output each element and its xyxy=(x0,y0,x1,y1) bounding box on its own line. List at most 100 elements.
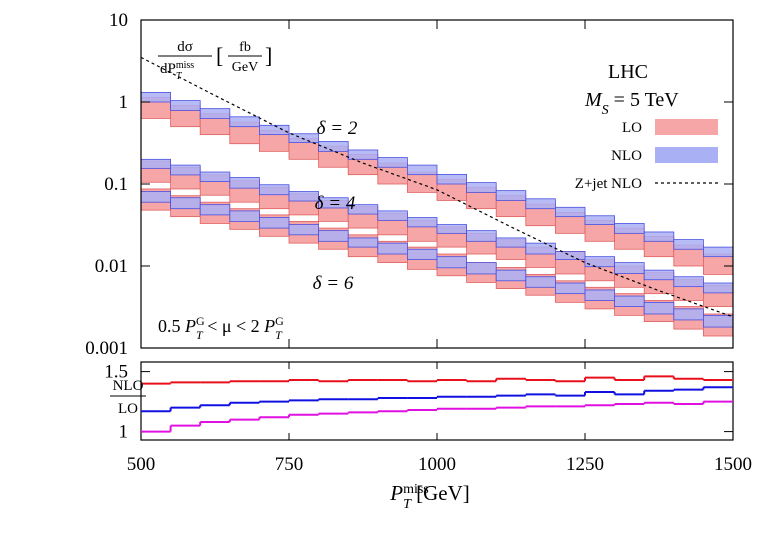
nlo-band xyxy=(584,289,616,301)
nlo-band xyxy=(199,171,231,182)
nlo-band xyxy=(347,149,379,160)
nlo-band xyxy=(258,124,290,136)
nlo-band xyxy=(229,210,260,222)
y-tick-label: 0.1 xyxy=(104,174,128,195)
nlo-band xyxy=(525,242,556,255)
nlo-band xyxy=(170,100,201,111)
ratio-ylabel-den: LO xyxy=(118,401,138,417)
ylabel-open: [ xyxy=(216,43,223,68)
nlo-band xyxy=(614,295,645,307)
ylabel-close: ] xyxy=(265,43,272,68)
legend-swatch xyxy=(655,119,718,135)
annotation-part: M xyxy=(584,89,603,111)
band-label: δ = 6 xyxy=(313,273,354,294)
legend-label: NLO xyxy=(611,148,642,164)
annotation: MS = 5 TeV xyxy=(584,89,679,118)
legend-label: LO xyxy=(622,120,642,136)
nlo-band xyxy=(555,251,586,260)
nlo-band xyxy=(673,239,704,250)
nlo-band xyxy=(673,308,704,321)
nlo-band xyxy=(643,269,675,281)
nlo-band xyxy=(170,164,201,176)
annotation-part: < μ < 2 xyxy=(203,316,264,336)
nlo-band xyxy=(703,282,734,294)
nlo-band xyxy=(288,191,320,202)
nlo-band xyxy=(495,237,527,248)
annotation-part: T xyxy=(196,328,204,342)
annotation-part: S xyxy=(602,103,609,118)
ylabel-den-part: miss xyxy=(176,60,194,71)
x-tick-label: 1500 xyxy=(714,454,752,475)
annotation-part: P xyxy=(184,316,196,336)
ylabel-unit-num: fb xyxy=(239,40,251,55)
nlo-band xyxy=(406,164,438,176)
nlo-band xyxy=(703,246,734,258)
x-tick-label: 500 xyxy=(127,454,156,475)
annotation-part: G xyxy=(275,314,284,328)
annotation-part: T xyxy=(275,328,283,342)
nlo-band xyxy=(140,191,172,203)
nlo-band xyxy=(614,223,645,234)
nlo-band xyxy=(584,256,616,268)
nlo-band xyxy=(318,197,349,209)
ylabel-den: dPmiss T xyxy=(160,60,194,82)
nlo-band xyxy=(140,158,172,169)
nlo-band xyxy=(347,237,379,248)
nlo-band xyxy=(466,182,497,193)
nlo-band xyxy=(466,230,497,242)
ylabel-den-part: dP xyxy=(160,61,176,77)
nlo-band xyxy=(406,217,438,228)
nlo-band xyxy=(673,276,704,288)
nlo-band xyxy=(170,197,201,210)
nlo-band xyxy=(436,256,468,269)
nlo-band xyxy=(703,314,734,328)
nlo-band xyxy=(555,206,586,218)
nlo-band xyxy=(436,224,468,234)
x-label-part: P xyxy=(389,481,403,505)
annotation: LHC xyxy=(608,61,648,83)
nlo-band xyxy=(199,108,231,119)
nlo-band xyxy=(614,262,645,274)
nlo-band xyxy=(436,173,468,185)
nlo-band xyxy=(288,133,320,143)
nlo-band xyxy=(199,204,231,216)
ratio-y-tick-label: 1 xyxy=(119,422,129,443)
ylabel-den-part: T xyxy=(176,71,183,82)
zjet-line xyxy=(140,56,734,318)
annotation-part: = 5 TeV xyxy=(609,89,680,111)
lo-band xyxy=(406,171,438,193)
x-tick-label: 750 xyxy=(275,454,304,475)
nlo-band xyxy=(318,230,349,242)
nlo-band xyxy=(377,210,408,221)
nlo-band xyxy=(495,190,527,201)
ratio-frame xyxy=(140,361,734,441)
annotation-part: G xyxy=(196,314,205,328)
nlo-band xyxy=(288,224,320,236)
nlo-band xyxy=(258,217,290,229)
nlo-band xyxy=(406,248,438,260)
nlo-band xyxy=(377,242,408,255)
annotation: 0.5 PG T < μ < 2 PG T xyxy=(158,314,284,342)
nlo-band xyxy=(525,276,556,288)
x-label: Pmiss T [GeV] xyxy=(389,481,470,512)
nlo-band xyxy=(525,198,556,210)
y-tick-label: 0.01 xyxy=(95,256,128,277)
x-label-part: [GeV] xyxy=(411,481,470,505)
ylabel-unit-den: GeV xyxy=(232,60,258,75)
nlo-band xyxy=(584,215,616,225)
legend-label: Z+jet NLO xyxy=(575,176,642,192)
ratio-y-tick-label: 1.5 xyxy=(104,362,128,383)
annotation-part: P xyxy=(263,316,275,336)
nlo-band xyxy=(643,231,675,242)
nlo-band xyxy=(318,141,349,152)
y-tick-label: 1 xyxy=(119,92,129,113)
ylabel-num: dσ xyxy=(177,39,193,55)
ratio-ylabel-num: NLO xyxy=(113,378,144,394)
annotation-part: LHC xyxy=(608,61,648,83)
nlo-band xyxy=(555,282,586,295)
nlo-band xyxy=(229,116,260,128)
x-label-part: T xyxy=(403,497,412,512)
x-tick-label: 1000 xyxy=(418,454,456,475)
annotation-part: 0.5 xyxy=(158,316,185,336)
